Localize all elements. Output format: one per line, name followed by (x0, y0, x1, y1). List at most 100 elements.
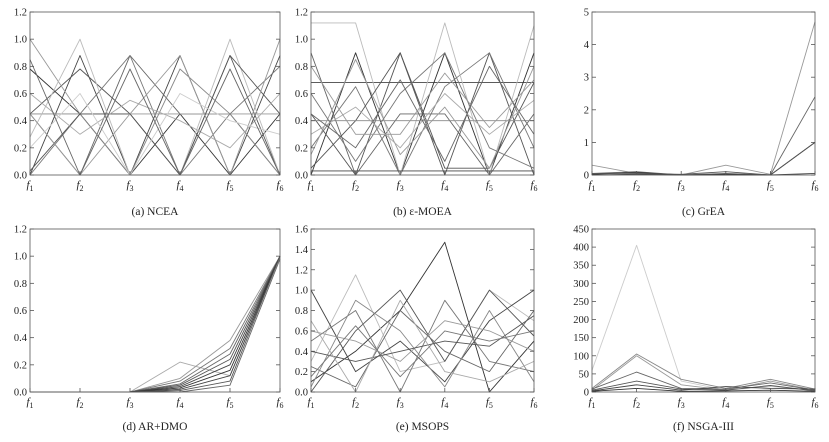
series-line-4 (310, 289, 535, 383)
y-tick-label: 1.2 (295, 265, 308, 276)
y-tick-label: 50 (579, 369, 590, 380)
y-tick-label: 250 (573, 297, 589, 308)
x-tick-label: f2 (352, 396, 359, 410)
y-tick-label: 200 (573, 315, 589, 326)
y-tick-label: 0.8 (14, 279, 27, 290)
series-line-4 (310, 52, 535, 176)
y-tick-label: 0.4 (295, 347, 309, 358)
series-line-9 (29, 55, 281, 176)
y-tick-label: 300 (573, 279, 589, 290)
x-tick-label: f2 (76, 179, 83, 193)
series-line-7 (30, 256, 281, 393)
plot-frame (591, 228, 816, 393)
y-tick-label: 1.2 (295, 8, 308, 19)
y-tick-label: 0.0 (14, 171, 27, 182)
x-tick-label: f4 (722, 179, 729, 193)
chart-panel-6: 0 50 100 150 200 250 300 350 400 450 f1 f2 f3 f4 f5 f6 (… (573, 225, 818, 434)
x-tick-label: f3 (397, 179, 404, 193)
chart-panel-4: 0.0 0.2 0.4 0.6 0.8 1.0 1.2 f1 f2 f3 f4 f5 f6 (d) AR+… (14, 225, 284, 434)
series-line-4 (592, 142, 816, 176)
x-tick-label: f4 (176, 396, 183, 410)
series-line-2 (591, 353, 816, 390)
y-tick-label: 0.2 (14, 143, 27, 154)
y-tick-label: 1.0 (295, 286, 308, 297)
y-tick-label: 0.0 (295, 171, 308, 182)
series-line-6 (310, 310, 535, 388)
series-line-1 (30, 256, 281, 393)
x-tick-label: f3 (678, 396, 685, 410)
y-tick-label: 0 (584, 171, 589, 182)
series-line-6 (29, 38, 280, 115)
series-line-3 (310, 289, 535, 393)
x-tick-label: f5 (486, 396, 493, 410)
series-line-10 (29, 93, 281, 149)
x-tick-label: f5 (226, 179, 233, 193)
plot-frame (591, 11, 816, 176)
series-line-1 (591, 21, 816, 176)
series-line-12 (29, 93, 281, 176)
y-tick-label: 150 (573, 333, 589, 344)
series-line-8 (30, 256, 281, 393)
series-line-3 (30, 255, 281, 393)
y-tick-label: 0.8 (295, 62, 308, 73)
series-line-2 (30, 255, 281, 393)
y-tick-label: 0.8 (295, 306, 308, 317)
series-line-8 (310, 299, 535, 388)
y-tick-label: 4 (584, 40, 590, 51)
series-line-5 (30, 256, 281, 393)
chart-caption: (b) ε-MOEA (393, 206, 452, 218)
y-tick-label: 0.8 (14, 62, 27, 73)
y-tick-label: 2 (584, 105, 589, 116)
x-tick-label: f6 (530, 396, 537, 410)
y-tick-label: 0.4 (295, 116, 309, 127)
y-tick-label: 0.4 (14, 116, 28, 127)
y-tick-label: 1.2 (14, 225, 27, 236)
x-tick-label: f5 (486, 179, 493, 193)
y-tick-label: 1.6 (295, 225, 308, 236)
x-tick-label: f2 (633, 179, 640, 193)
y-tick-label: 0.2 (14, 360, 27, 371)
y-tick-label: 0.2 (295, 143, 308, 154)
series-line-6 (591, 384, 816, 392)
series-line-5 (591, 380, 816, 392)
chart-caption: (a) NCEA (132, 206, 180, 218)
y-tick-label: 0.6 (295, 89, 308, 100)
x-tick-label: f1 (588, 396, 595, 410)
y-tick-label: 1 (584, 138, 589, 149)
series-line-14 (310, 66, 535, 135)
y-tick-label: 0.6 (295, 326, 308, 337)
x-tick-label: f4 (722, 396, 729, 410)
series-line-5 (29, 55, 281, 176)
series-line-9 (310, 315, 535, 362)
series-line-6 (311, 22, 535, 176)
x-tick-label: f6 (811, 179, 818, 193)
chart-panel-2: 0.0 0.2 0.4 0.6 0.8 1.0 1.2 f1 f2 f3 f4 f5 f6 (b) ε-M… (295, 8, 538, 219)
x-tick-label: f4 (176, 179, 183, 193)
chart-panel-3: 0 1 2 3 4 5 f1 f2 f3 f4 f5 f6 (c) GrEA (584, 8, 819, 219)
x-tick-label: f4 (441, 179, 448, 193)
series-line-6 (30, 256, 281, 393)
series-line-1 (591, 244, 816, 391)
x-tick-label: f2 (352, 179, 359, 193)
x-tick-label: f3 (678, 179, 685, 193)
chart-caption: (f) NSGA-III (673, 421, 734, 433)
series-line-9 (30, 256, 281, 393)
x-tick-label: f1 (307, 179, 314, 193)
chart-caption: (e) MSOPS (396, 421, 449, 433)
series-line-3 (591, 355, 816, 391)
series-line-7 (310, 320, 535, 362)
series-line-7 (591, 387, 816, 392)
y-tick-label: 0.2 (295, 367, 308, 378)
series-line-7 (310, 52, 535, 169)
series-line-10 (310, 52, 535, 169)
plot-frame (310, 228, 535, 393)
y-tick-label: 100 (573, 351, 589, 362)
plot-frame (29, 228, 281, 393)
x-tick-label: f5 (226, 396, 233, 410)
x-tick-label: f2 (76, 396, 83, 410)
plot-frame (310, 11, 535, 176)
x-tick-label: f1 (26, 179, 33, 193)
chart-caption: (d) AR+DMO (123, 421, 188, 433)
y-tick-label: 350 (573, 261, 589, 272)
x-tick-label: f2 (633, 396, 640, 410)
